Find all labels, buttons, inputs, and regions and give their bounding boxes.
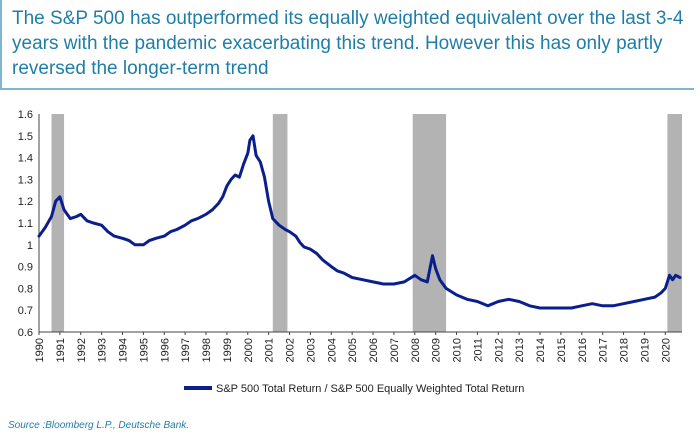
x-tick-label: 2009	[431, 338, 443, 362]
y-tick-label: 1.3	[18, 174, 33, 186]
x-tick-label: 1990	[34, 338, 46, 362]
x-tick-label: 2015	[556, 338, 568, 362]
x-tick-label: 2005	[347, 338, 359, 362]
x-tick-label: 2017	[598, 338, 610, 362]
legend: S&P 500 Total Return / S&P 500 Equally W…	[184, 383, 524, 395]
x-tick-label: 2000	[243, 338, 255, 362]
x-tick-label: 1999	[222, 338, 234, 362]
x-tick-label: 1994	[118, 338, 130, 362]
x-tick-label: 1996	[159, 338, 171, 362]
y-tick-label: 1	[27, 240, 33, 252]
x-tick-label: 2006	[368, 338, 380, 362]
recession-shading-layer	[51, 114, 682, 332]
y-tick-label: 1.2	[18, 196, 33, 208]
x-tick-label: 1997	[180, 338, 192, 362]
x-tick-label: 2018	[619, 338, 631, 362]
y-tick-label: 1.6	[18, 109, 33, 121]
y-tick-label: 0.6	[18, 327, 33, 339]
x-tick-label: 2002	[285, 338, 297, 362]
x-tick-label: 2008	[410, 338, 422, 362]
x-tick-label: 2019	[639, 338, 651, 362]
x-tick-label: 2004	[326, 338, 338, 362]
recession-band-1	[51, 114, 65, 332]
chart-area: 0.6 0.7 0.8 0.9 1 1.1 1.2 1.3 1.4 1.5 1.6 1990 1991…	[18, 109, 682, 395]
x-tick-label: 2003	[305, 338, 317, 362]
header-panel: The S&P 500 has outperformed its equally…	[0, 0, 694, 90]
x-tick-label: 2016	[577, 338, 589, 362]
series-line-1	[37, 134, 682, 310]
series-layer	[37, 134, 682, 310]
x-tick-label: 2010	[452, 338, 464, 362]
x-tick-label: 2020	[660, 338, 672, 362]
source-note: Source :Bloomberg L.P., Deutsche Bank.	[8, 420, 190, 431]
legend-label: S&P 500 Total Return / S&P 500 Equally W…	[216, 383, 524, 395]
x-tick-label: 1993	[97, 338, 109, 362]
x-tick-label: 1991	[55, 338, 67, 362]
recession-band-3	[412, 114, 447, 332]
chart-title: The S&P 500 has outperformed its equally…	[12, 8, 684, 79]
y-tick-label: 1.5	[18, 131, 33, 143]
y-tick-labels: 0.6 0.7 0.8 0.9 1 1.1 1.2 1.3 1.4 1.5 1.6	[18, 109, 33, 339]
x-tick-label: 1992	[76, 338, 88, 362]
axes-layer	[38, 114, 682, 333]
x-tick-label: 2013	[514, 338, 526, 362]
x-tick-label: 2007	[389, 338, 401, 362]
y-tick-label: 0.7	[18, 305, 33, 317]
x-tick-label: 2014	[535, 338, 547, 362]
x-tick-label: 2011	[472, 338, 484, 362]
y-tick-label: 1.1	[18, 218, 33, 230]
x-tick-label: 1998	[201, 338, 213, 362]
y-tick-label: 0.9	[18, 262, 33, 274]
y-tick-label: 1.4	[18, 153, 33, 165]
recession-band-4	[667, 114, 682, 332]
x-tick-labels: 1990 1991 1992 1993 1994 1995 1996 1997 1998 1999…	[34, 332, 672, 362]
x-tick-label: 2012	[493, 338, 505, 362]
x-tick-label: 2001	[264, 338, 276, 362]
y-tick-label: 0.8	[18, 283, 33, 295]
recession-band-2	[272, 114, 288, 332]
x-tick-label: 1995	[138, 338, 150, 362]
